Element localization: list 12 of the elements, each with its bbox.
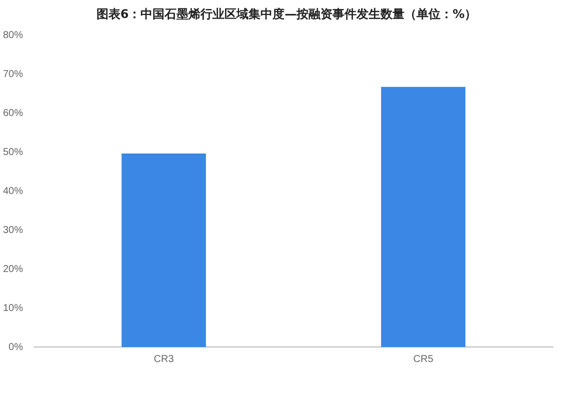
y-tick-label: 20%	[3, 264, 24, 275]
x-tick-label: CR5	[413, 354, 434, 365]
y-tick-label: 30%	[3, 224, 24, 236]
chart-title: 图表6：中国石墨烯行业区域集中度—按融资事件发生数量（单位：%）	[95, 6, 478, 23]
y-tick-label: 0%	[8, 342, 24, 353]
y-tick-label: 10%	[3, 302, 24, 314]
y-tick-label: 60%	[3, 108, 24, 119]
y-tick-label: 70%	[3, 68, 24, 80]
y-tick-label: 80%	[3, 30, 24, 41]
y-tick-label: 40%	[3, 186, 24, 197]
y-tick-label: 50%	[3, 146, 24, 158]
x-tick-label: CR3	[154, 354, 174, 365]
